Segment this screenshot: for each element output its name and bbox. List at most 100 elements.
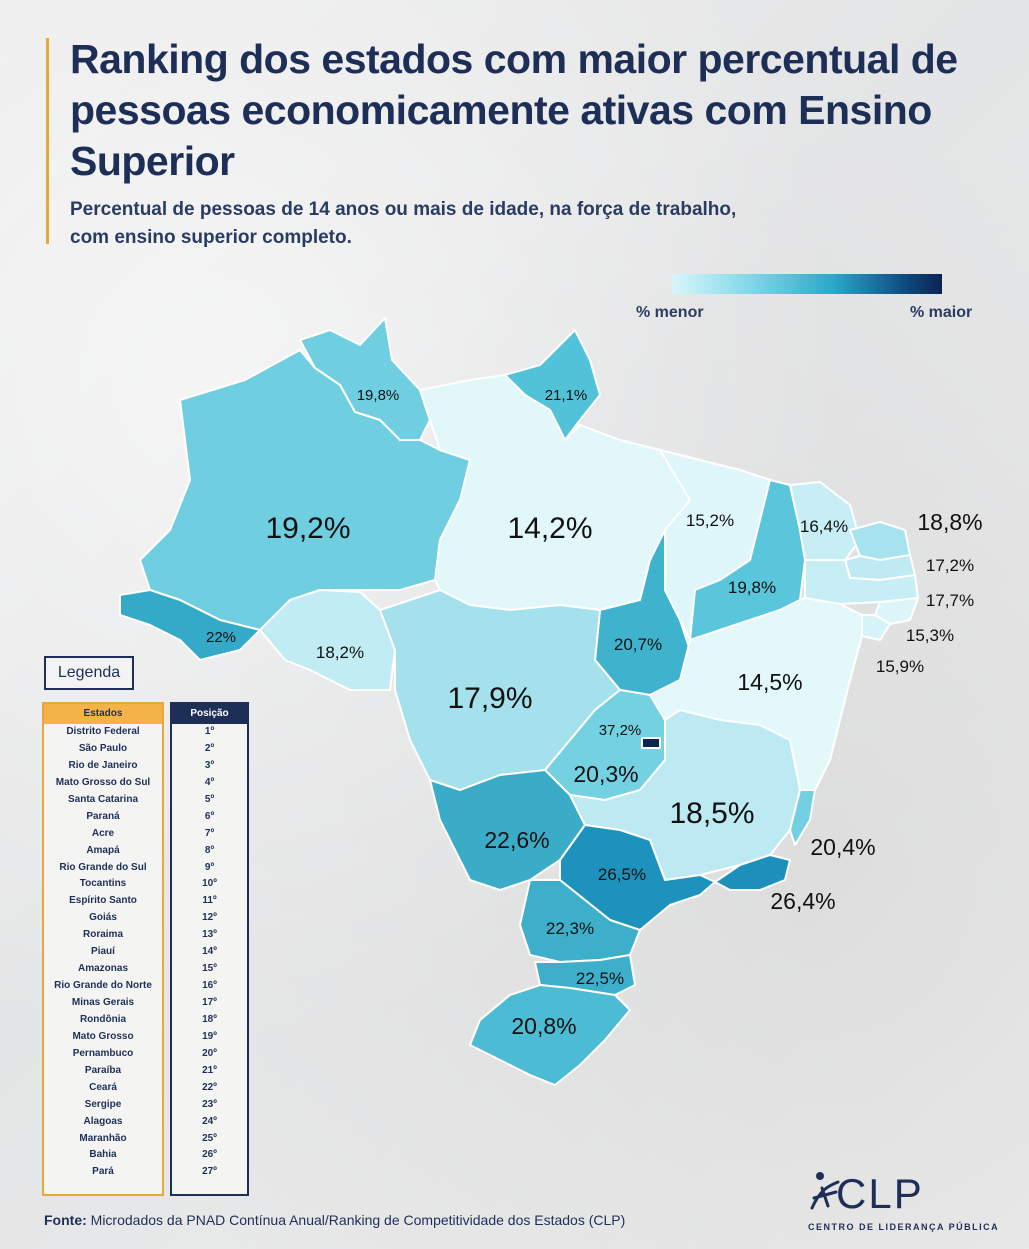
label-se: 15,9%	[876, 657, 924, 676]
legend-position-row: 11º	[202, 895, 217, 907]
legend-state-row: Bahia	[89, 1149, 117, 1161]
legend-state-row: Roraima	[82, 929, 123, 941]
label-es: 20,4%	[810, 834, 875, 860]
label-ac: 22%	[206, 629, 236, 646]
legend-position-row: 22º	[202, 1081, 217, 1093]
label-pb: 17,2%	[926, 556, 974, 575]
legend-state-row: Rondônia	[79, 1013, 127, 1025]
label-rn: 18,8%	[917, 509, 982, 535]
label-to: 20,7%	[614, 635, 662, 654]
legend-state-row: Paraná	[86, 810, 120, 822]
legend-position-row: 6º	[204, 810, 215, 822]
label-rs: 20,8%	[511, 1013, 576, 1039]
label-df: 37,2%	[599, 722, 642, 739]
legend-state-row: Acre	[91, 827, 115, 839]
legend-state-row: Minas Gerais	[71, 997, 135, 1008]
legend-state-row: Ceará	[89, 1081, 117, 1093]
legend-position-row: 2º	[204, 742, 215, 754]
legend-position-row: 12º	[202, 912, 217, 924]
legend-state-row: Espírito Santo	[69, 895, 137, 907]
legend-position-row: 9º	[204, 861, 215, 873]
legend-state-row: Rio Grande do Sul	[59, 861, 147, 873]
subtitle-line-2: com ensino superior completo.	[70, 227, 352, 248]
state-al[interactable]	[874, 597, 919, 625]
legend-position-row: 17º	[202, 997, 217, 1008]
legend-states-column: Estados Distrito Federal São Paulo Rio de …	[42, 702, 164, 1196]
states-list: Distrito Federal São Paulo Rio de Janeiro M…	[44, 724, 162, 1181]
legend-position-row: 10º	[202, 878, 217, 890]
state-df[interactable]	[641, 737, 661, 749]
label-sp: 26,5%	[598, 865, 646, 884]
source-text: Microdados da PNAD Contínua Anual/Rankin…	[90, 1212, 626, 1228]
legend-state-row: Pará	[92, 1166, 114, 1178]
clp-logo-icon	[810, 1172, 840, 1210]
label-pe: 17,7%	[926, 591, 974, 610]
legend-position-row: 3º	[204, 759, 215, 771]
legend-position-row: 13º	[202, 929, 217, 941]
legend-state-row: Sergipe	[84, 1098, 122, 1110]
legend-state-row: Amapá	[86, 844, 120, 856]
label-ma: 15,2%	[686, 511, 734, 530]
label-ms: 22,6%	[484, 827, 549, 853]
state-es[interactable]	[789, 789, 816, 846]
legend-position-row: 25º	[202, 1132, 217, 1144]
legend-position-row: 8º	[204, 844, 215, 856]
positions-list: 1º 2º 3º 4º 5º 6º 7º 8º 9º 10º 11º 12º 13º 14º 15º 16º 1…	[172, 724, 247, 1181]
legend-state-row: Tocantins	[79, 878, 127, 890]
logo-subtitle: CENTRO DE LIDERANÇA PÚBLICA	[808, 1222, 1000, 1232]
legend-state-row: Santa Catarina	[67, 793, 139, 805]
legend-position-row: 4º	[204, 776, 215, 788]
legend-position-row: 15º	[202, 963, 217, 975]
legend-state-row: Mato Grosso	[72, 1030, 134, 1042]
legend-state-row: Distrito Federal	[66, 726, 140, 737]
legend-position-row: 27º	[202, 1166, 217, 1178]
label-mg: 18,5%	[669, 797, 754, 830]
legend-position-row: 18º	[202, 1013, 217, 1025]
legend-state-row: Rio de Janeiro	[68, 759, 138, 771]
label-al: 15,3%	[906, 626, 954, 645]
page-title: Ranking dos estados com maior percentual…	[70, 36, 958, 184]
legend-state-row: Mato Grosso do Sul	[55, 776, 151, 788]
label-am: 19,2%	[265, 512, 350, 545]
legend-title: Legenda	[44, 656, 134, 690]
state-ac[interactable]	[119, 589, 261, 661]
state-rs[interactable]	[469, 984, 631, 1086]
state-rj[interactable]	[714, 854, 791, 891]
legend-position-row: 21º	[202, 1064, 217, 1076]
color-scale-bar	[672, 274, 942, 294]
subtitle-line-1: Percentual de pessoas de 14 anos ou mais…	[70, 199, 737, 220]
legend-state-row: Pernambuco	[72, 1047, 134, 1059]
label-ro: 18,2%	[316, 643, 364, 662]
label-mt: 17,9%	[447, 682, 532, 715]
legend-position-row: 1º	[204, 726, 215, 737]
legend-position-row: 26º	[202, 1149, 217, 1161]
legend-state-row: Paraíba	[84, 1064, 122, 1076]
legend-state-row: Goiás	[89, 912, 117, 924]
legend-position-row: 19º	[202, 1030, 217, 1042]
logo-text: CLP	[836, 1170, 924, 1217]
label-rr: 19,8%	[357, 387, 400, 404]
legend-state-row: Alagoas	[83, 1115, 123, 1127]
source-label: Fonte:	[44, 1212, 87, 1228]
source-note: Fonte: Microdados da PNAD Contínua Anual…	[44, 1212, 625, 1228]
label-pr: 22,3%	[546, 919, 594, 938]
label-pa: 14,2%	[507, 512, 592, 545]
state-rn[interactable]	[849, 521, 911, 561]
scale-min-label: % menor	[636, 304, 704, 321]
legend-position-column: Posição 1º 2º 3º 4º 5º 6º 7º 8º 9º 10º 11º 12º 13º 14…	[170, 702, 249, 1196]
page-subtitle: Percentual de pessoas de 14 anos ou mais…	[70, 196, 890, 252]
label-ce: 16,4%	[800, 517, 848, 536]
label-ap: 21,1%	[545, 387, 588, 404]
label-rj: 26,4%	[770, 888, 835, 914]
label-pi: 19,8%	[728, 578, 776, 597]
label-sc: 22,5%	[576, 969, 624, 988]
legend-position-row: 24º	[202, 1115, 217, 1127]
label-ba: 14,5%	[737, 669, 802, 695]
legend-position-row: 5º	[204, 793, 215, 805]
legend-state-row: Amazonas	[77, 963, 128, 975]
scale-max-label: % maior	[910, 304, 973, 321]
legend-state-row: Rio Grande do Norte	[54, 980, 152, 992]
legend-position-row: 7º	[204, 827, 215, 839]
legend-position-row: 23º	[202, 1098, 217, 1110]
